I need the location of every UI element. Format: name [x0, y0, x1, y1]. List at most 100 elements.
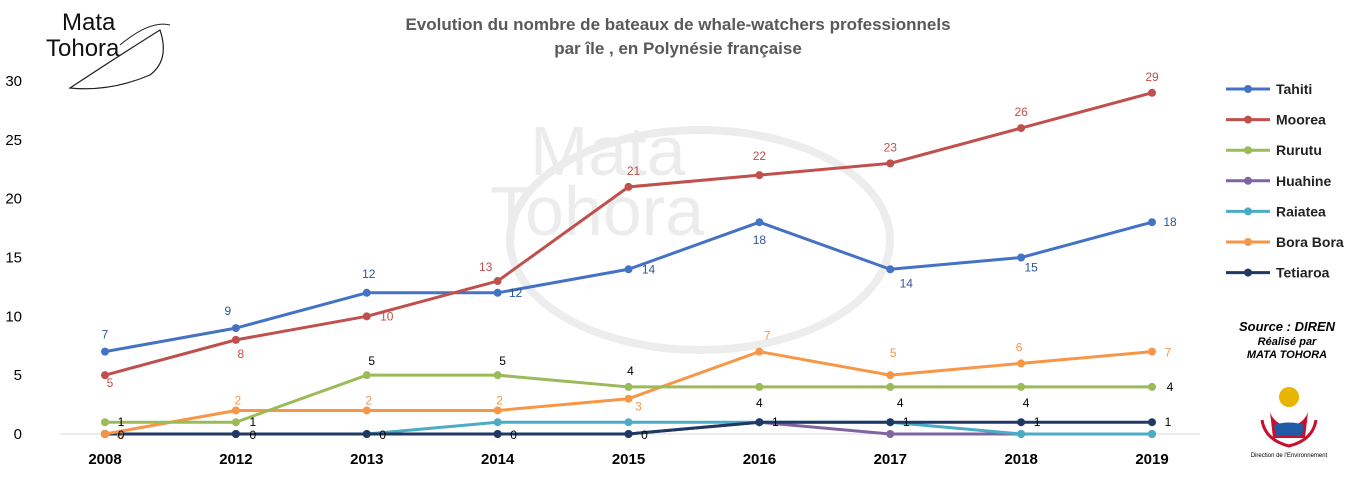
data-label: 5 [107, 376, 114, 390]
data-label: 10 [380, 309, 394, 323]
data-label: 6 [1016, 340, 1023, 354]
data-label: 12 [509, 286, 523, 300]
data-label: 2 [496, 393, 503, 407]
data-point [362, 430, 371, 438]
data-label: 1 [250, 415, 257, 429]
mata-tohora-logo: Mata Tohora [46, 9, 171, 90]
data-label: 21 [627, 164, 641, 178]
source-line2: Réalisé par [1258, 336, 1317, 348]
legend: Tahiti Moorea Rurutu Huahine Raiatea Bora Bor… [1226, 81, 1344, 281]
legend-label: Moorea [1276, 112, 1326, 128]
data-label: 1 [118, 415, 125, 429]
x-tick-label: 2017 [874, 451, 907, 468]
data-point [755, 418, 764, 427]
data-point [362, 312, 371, 321]
data-point [755, 347, 764, 356]
data-label: 5 [499, 354, 506, 368]
data-label: 0 [118, 428, 125, 442]
data-point [101, 430, 109, 438]
emblem-caption: Direction de l'Environnement [1251, 453, 1328, 459]
x-axis: 2008 2012 2013 2014 2015 2016 2017 2018 2019 [60, 433, 1200, 468]
data-label: 9 [225, 304, 232, 318]
data-label: 0 [117, 428, 124, 442]
legend-label: Rurutu [1276, 142, 1322, 158]
data-point [231, 418, 240, 427]
chart-title-line2: par île , en Polynésie française [554, 39, 802, 58]
legend-marker [1244, 207, 1252, 216]
data-label: 15 [1024, 261, 1038, 275]
data-point [1148, 218, 1156, 227]
y-tick-label: 15 [5, 250, 22, 267]
data-point [362, 288, 371, 297]
data-point [886, 418, 895, 427]
data-point [493, 288, 502, 297]
y-tick-label: 10 [5, 308, 22, 325]
data-label: 13 [479, 260, 493, 274]
data-point [886, 159, 895, 168]
data-label: 2 [365, 393, 372, 407]
data-point [624, 382, 633, 391]
data-label: 23 [884, 140, 898, 154]
data-point [1148, 88, 1156, 97]
y-tick-label: 0 [14, 426, 22, 443]
data-point [1017, 418, 1026, 427]
data-label: 0 [379, 428, 386, 442]
data-point [755, 218, 764, 227]
legend-marker [1244, 85, 1252, 93]
data-point [493, 430, 502, 438]
data-point [362, 406, 371, 415]
data-label: 7 [102, 328, 109, 342]
data-point [101, 347, 109, 356]
data-label: 0 [250, 428, 257, 442]
data-label: 4 [756, 396, 763, 410]
x-tick-label: 2016 [743, 451, 776, 468]
data-label: 14 [900, 276, 914, 290]
data-label: 0 [510, 428, 517, 442]
data-label: 8 [238, 347, 245, 361]
data-point [624, 418, 633, 427]
data-point [886, 430, 895, 438]
legend-label: Bora Bora [1276, 234, 1344, 250]
data-point [886, 265, 895, 274]
legend-label: Tahiti [1276, 81, 1312, 97]
data-point [1017, 359, 1026, 368]
data-point [886, 382, 895, 391]
data-point [493, 277, 502, 286]
x-tick-label: 2008 [88, 451, 121, 468]
legend-marker [1244, 146, 1252, 155]
data-point [755, 171, 764, 180]
legend-label: Huahine [1276, 173, 1331, 189]
data-point [1017, 382, 1026, 391]
x-tick-label: 2015 [612, 451, 645, 468]
legend-marker [1244, 115, 1252, 124]
data-label: 18 [753, 233, 767, 247]
environment-emblem: Direction de l'Environnement [1251, 387, 1328, 459]
data-point [231, 430, 240, 438]
data-label: 7 [1165, 346, 1172, 360]
data-point [755, 382, 764, 391]
data-label: 5 [368, 354, 375, 368]
data-point [1017, 253, 1026, 262]
data-label: 26 [1014, 105, 1028, 119]
x-tick-label: 2018 [1004, 451, 1037, 468]
data-label: 1 [903, 415, 910, 429]
data-label: 18 [1163, 215, 1177, 229]
data-point [1148, 418, 1156, 427]
x-tick-label: 2014 [481, 451, 515, 468]
source-line3: MATA TOHORA [1247, 349, 1327, 361]
data-point [231, 324, 240, 333]
data-label: 2 [235, 393, 242, 407]
data-label: 4 [627, 364, 634, 378]
data-point [624, 265, 633, 274]
data-point [231, 335, 240, 344]
legend-marker [1244, 176, 1252, 185]
x-tick-label: 2012 [219, 451, 252, 468]
source-line1: Source : DIREN [1239, 319, 1336, 334]
data-label: 3 [635, 400, 642, 414]
data-label: 29 [1145, 70, 1159, 84]
data-label: 22 [753, 149, 767, 163]
series-group [101, 88, 1156, 438]
data-point [362, 371, 371, 380]
data-label: 7 [764, 329, 771, 343]
data-point [1148, 382, 1156, 391]
